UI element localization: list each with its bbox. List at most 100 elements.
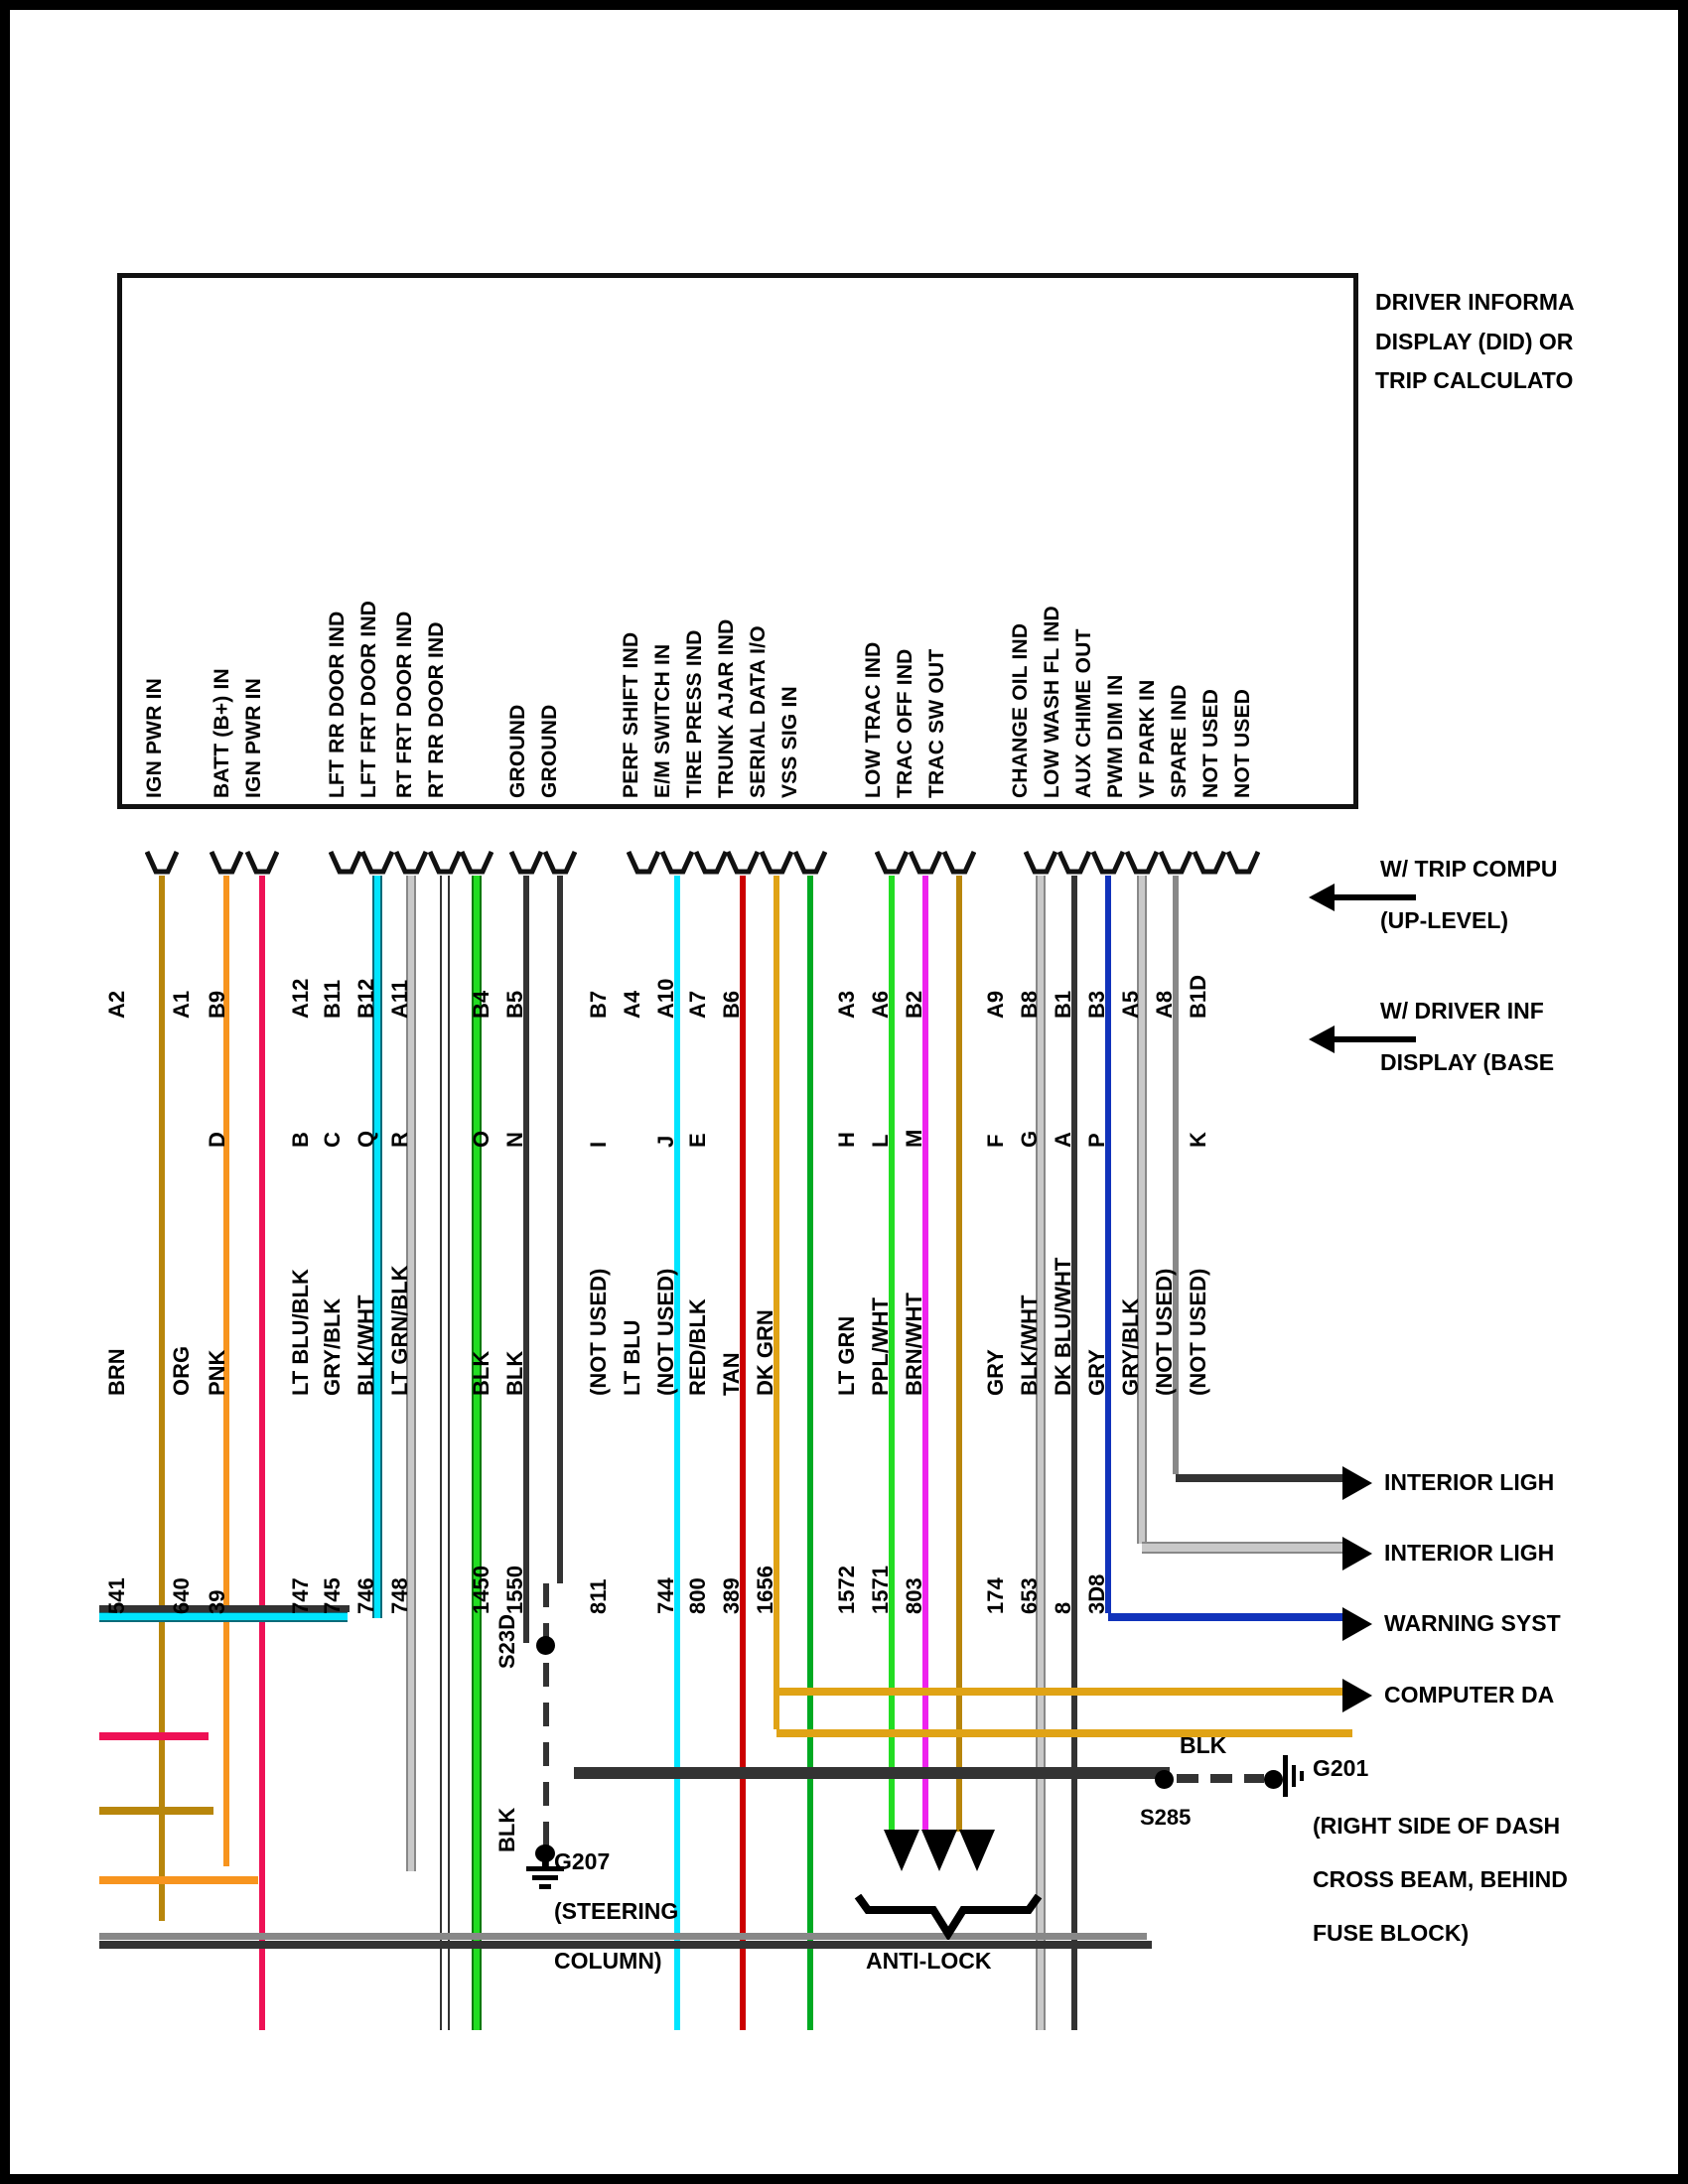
ground-label-g201: G201 (1313, 1755, 1369, 1781)
pin-function-label-15: LOW TRAC IND (862, 641, 885, 798)
wire-11 (674, 876, 680, 2030)
wire-color-label-16: LT GRN (834, 1315, 859, 1396)
wire-16 (889, 876, 895, 1832)
wire-letter-label-19: F (983, 1134, 1008, 1148)
wire-color-label-9: BLK (502, 1350, 527, 1396)
pin-function-label-23: SPARE IND (1168, 684, 1191, 798)
destination-label-0: INTERIOR LIGH (1384, 1469, 1555, 1495)
component-title-line-2: TRIP CALCULATO (1375, 367, 1574, 394)
wire-color-label-19: GRY (983, 1349, 1008, 1396)
anti-lock-bracket (854, 1893, 1043, 1945)
anti-lock-arrow-icon-0 (884, 1830, 919, 1871)
terminal-symbol-0 (145, 850, 179, 876)
ground-label-g201-line-3: FUSE BLOCK) (1313, 1920, 1470, 1946)
anti-lock-arrow-icon-1 (921, 1830, 957, 1871)
wire-20 (1071, 876, 1077, 2030)
pin-function-label-20: AUX CHIME OUT (1072, 628, 1095, 798)
page-frame-top (0, 0, 1688, 10)
wire-color-label-8: BLK (469, 1350, 493, 1396)
ground-label-g207-line-0: G207 (554, 1848, 611, 1874)
component-title-line-1: DISPLAY (DID) OR (1375, 328, 1574, 354)
terminal-symbol-8 (509, 850, 543, 876)
wire-pin-label-11: A4 (620, 990, 644, 1019)
wire-color-label-3: LT BLU/BLK (288, 1269, 313, 1396)
wire-run-gryblk-to-interior (1176, 1474, 1346, 1482)
wire-color-label-12: (NOT USED) (653, 1268, 678, 1396)
pin-function-label-6: RT RR DOOR IND (425, 621, 448, 798)
wire-circuit-label-15: 1656 (753, 1566, 777, 1614)
wire-pin-label-2: B9 (205, 990, 229, 1019)
wire-letter-label-20: G (1017, 1130, 1042, 1148)
ground-symbol-g207 (518, 1844, 572, 1895)
wire-7 (474, 876, 480, 2030)
destination-arrow-icon-1 (1342, 1537, 1372, 1570)
wire-run-org (99, 1876, 258, 1884)
wire-run-blk-bottom (99, 1941, 1152, 1949)
destination-label-3: COMPUTER DA (1384, 1682, 1555, 1707)
wire-22 (1139, 876, 1145, 1544)
wire-circuit-label-10: 811 (586, 1578, 611, 1615)
terminal-symbol-1 (210, 850, 243, 876)
wire-letter-label-12: J (653, 1135, 678, 1148)
wire-0 (159, 876, 165, 1921)
wire-circuit-label-17: 1571 (868, 1566, 893, 1614)
wire-run-blk-top (99, 1605, 350, 1612)
wire-color-label-24: (NOT USED) (1152, 1268, 1177, 1396)
terminal-symbol-24 (1193, 850, 1226, 876)
pin-function-label-9: PERF SHIFT IND (620, 631, 642, 798)
wire-letter-label-16: H (834, 1132, 859, 1148)
ground-bus-blk (574, 1767, 1170, 1779)
wire-letter-label-17: L (868, 1134, 893, 1148)
wire-circuit-label-6: 748 (387, 1577, 412, 1614)
wire-pin-label-9: B5 (502, 990, 527, 1019)
pin-function-label-14: VSS SIG IN (778, 686, 801, 798)
wire-letter-label-8: O (469, 1130, 493, 1148)
did-component-box (117, 273, 1358, 809)
wire-circuit-label-5: 746 (353, 1577, 378, 1614)
variant-label-0-line-0: W/ TRIP COMPU (1380, 856, 1558, 882)
pin-function-label-1: BATT (B+) IN (211, 668, 233, 798)
variant-label-1-line-1: DISPLAY (BASE (1380, 1049, 1555, 1075)
wire-run-gry-to-interior (1142, 1544, 1348, 1552)
ground-label-g207-line-1: (STEERING (554, 1898, 679, 1924)
wire-5 (408, 876, 414, 1871)
terminal-symbol-21 (1091, 850, 1125, 876)
terminal-symbol-4 (360, 850, 394, 876)
wire-19 (1038, 876, 1044, 2030)
ground-symbol-g201 (1283, 1749, 1309, 1806)
wire-15 (807, 876, 813, 2030)
terminal-symbol-10 (627, 850, 660, 876)
wire-pin-label-12: A10 (653, 978, 678, 1019)
wire-color-label-6: LT GRN/BLK (387, 1265, 412, 1396)
wire-color-label-25: (NOT USED) (1186, 1268, 1210, 1396)
terminal-symbol-7 (460, 850, 493, 876)
wire-pin-label-1: A1 (169, 990, 194, 1019)
wire-letter-label-5: Q (353, 1130, 378, 1148)
wire-color-label-22: GRY (1084, 1349, 1109, 1396)
wire-6 (442, 876, 448, 2030)
page-frame-bottom (0, 2174, 1688, 2184)
variant-label-0-line-1: (UP-LEVEL) (1380, 907, 1509, 933)
page-frame-left (0, 0, 10, 2184)
wire-23 (1173, 876, 1179, 1474)
wire-pin-label-20: B8 (1017, 990, 1042, 1019)
pin-function-label-8: GROUND (538, 704, 561, 798)
wire-pin-label-3: A12 (288, 978, 313, 1019)
wire-letter-label-13: E (685, 1133, 710, 1148)
splice-dot-s23d (536, 1636, 555, 1655)
wire-letter-label-3: B (288, 1132, 313, 1148)
ground-wire-color-blk-right: BLK (1180, 1732, 1227, 1758)
anti-lock-arrow-icon-2 (959, 1830, 995, 1871)
pin-function-label-11: TIRE PRESS IND (683, 629, 706, 798)
wire-17 (922, 876, 928, 1832)
wire-pin-label-22: B3 (1084, 990, 1109, 1019)
pin-function-label-13: SERIAL DATA I/O (747, 625, 770, 798)
pin-function-label-22: VF PARK IN (1136, 679, 1159, 798)
wire-circuit-label-1: 640 (169, 1577, 194, 1614)
wire-letter-label-4: C (320, 1132, 345, 1148)
destination-label-2: WARNING SYST (1384, 1610, 1561, 1636)
terminal-symbol-19 (1024, 850, 1057, 876)
wire-8 (523, 876, 529, 1643)
terminal-symbol-20 (1057, 850, 1091, 876)
